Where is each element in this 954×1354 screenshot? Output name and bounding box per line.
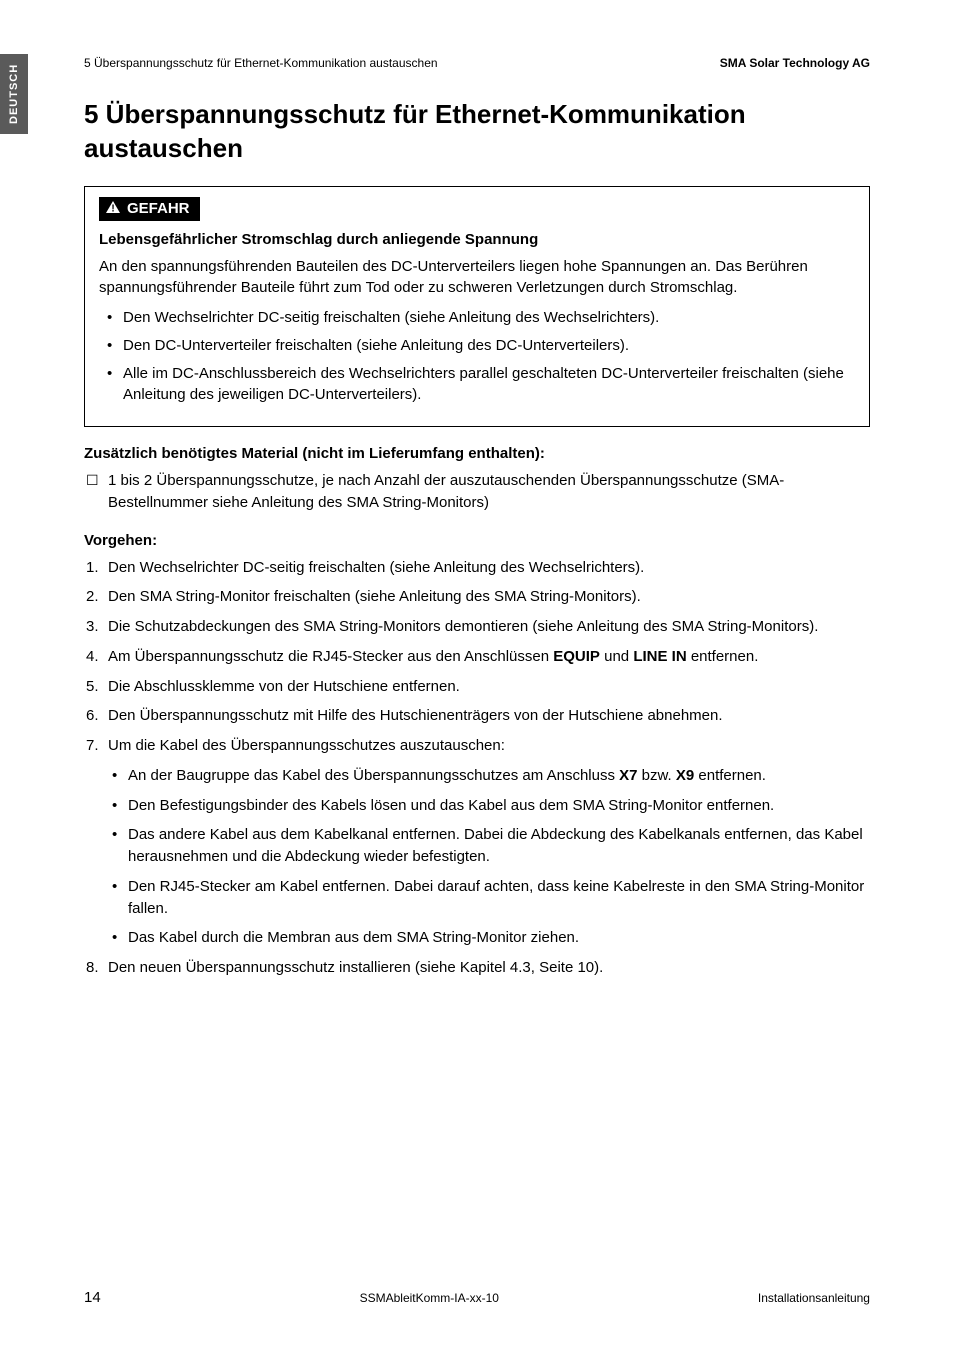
step-text: Die Schutzabdeckungen des SMA String-Mon… xyxy=(108,618,818,635)
step-text: Am Überspannungsschutz die RJ45-Stecker … xyxy=(108,648,758,665)
danger-badge: ! GEFAHR xyxy=(99,197,200,221)
svg-text:!: ! xyxy=(111,203,114,214)
warning-bullet: Den DC-Unterverteiler freischalten (sieh… xyxy=(123,335,855,357)
procedure-step: 8. Den neuen Überspannungsschutz install… xyxy=(108,957,870,979)
step-text: Den Überspannungsschutz mit Hilfe des Hu… xyxy=(108,707,723,724)
header-section-title: 5 Überspannungsschutz für Ethernet-Kommu… xyxy=(84,56,438,70)
procedure-step: 7. Um die Kabel des Überspannungsschutze… xyxy=(108,735,870,949)
page-footer: 14 SSMAbleitKomm-IA-xx-10 Installationsa… xyxy=(84,1289,870,1306)
warning-triangle-icon: ! xyxy=(105,200,121,218)
step-number: 6. xyxy=(86,705,99,727)
procedure-step: 1. Den Wechselrichter DC-seitig freischa… xyxy=(108,557,870,579)
warning-bullet: Den Wechselrichter DC-seitig freischalte… xyxy=(123,307,855,329)
material-list: 1 bis 2 Überspannungsschutze, je nach An… xyxy=(84,470,870,514)
sub-bullet: Den RJ45-Stecker am Kabel entfernen. Dab… xyxy=(128,876,870,920)
footer-doc-type: Installationsanleitung xyxy=(758,1291,870,1305)
sub-bullet: Das Kabel durch die Membran aus dem SMA … xyxy=(128,927,870,949)
procedure-step: 5. Die Abschlussklemme von der Hutschien… xyxy=(108,676,870,698)
procedure-list: 1. Den Wechselrichter DC-seitig freischa… xyxy=(84,557,870,979)
procedure-step: 3. Die Schutzabdeckungen des SMA String-… xyxy=(108,616,870,638)
step-text: Den Wechselrichter DC-seitig freischalte… xyxy=(108,559,644,576)
footer-doc-id: SSMAbleitKomm-IA-xx-10 xyxy=(360,1291,499,1305)
procedure-heading: Vorgehen: xyxy=(84,532,870,549)
procedure-step: 2. Den SMA String-Monitor freischalten (… xyxy=(108,586,870,608)
step-number: 8. xyxy=(86,957,99,979)
header-company: SMA Solar Technology AG xyxy=(720,56,870,70)
sub-bullet: Den Befestigungsbinder des Kabels lösen … xyxy=(128,795,870,817)
danger-warning-box: ! GEFAHR Lebensgefährlicher Stromschlag … xyxy=(84,186,870,428)
warning-bullet-list: Den Wechselrichter DC-seitig freischalte… xyxy=(99,307,855,406)
page-content: 5 Überspannungsschutz für Ethernet-Kommu… xyxy=(0,0,954,1027)
footer-page-number: 14 xyxy=(84,1289,101,1306)
step-number: 2. xyxy=(86,586,99,608)
material-heading: Zusätzlich benötigtes Material (nicht im… xyxy=(84,445,870,462)
warning-bullet: Alle im DC-Anschlussbereich des Wechselr… xyxy=(123,363,855,407)
step-number: 4. xyxy=(86,646,99,668)
page-header: 5 Überspannungsschutz für Ethernet-Kommu… xyxy=(84,56,870,70)
step-text: Die Abschlussklemme von der Hutschiene e… xyxy=(108,678,460,695)
main-title: 5 Überspannungsschutz für Ethernet-Kommu… xyxy=(84,98,870,166)
step-number: 3. xyxy=(86,616,99,638)
step-text: Den neuen Überspannungsschutz installier… xyxy=(108,959,603,976)
warning-text: An den spannungsführenden Bauteilen des … xyxy=(99,256,855,300)
step-number: 7. xyxy=(86,735,99,757)
material-item: 1 bis 2 Überspannungsschutze, je nach An… xyxy=(108,470,870,514)
language-tab: DEUTSCH xyxy=(0,54,28,134)
step-number: 5. xyxy=(86,676,99,698)
procedure-step: 4. Am Überspannungsschutz die RJ45-Steck… xyxy=(108,646,870,668)
step-text: Um die Kabel des Überspannungsschutzes a… xyxy=(108,737,505,754)
step-number: 1. xyxy=(86,557,99,579)
warning-subtitle: Lebensgefährlicher Stromschlag durch anl… xyxy=(99,231,855,248)
sub-bullet: An der Baugruppe das Kabel des Überspann… xyxy=(128,765,870,787)
sub-bullet-list: An der Baugruppe das Kabel des Überspann… xyxy=(108,765,870,949)
procedure-step: 6. Den Überspannungsschutz mit Hilfe des… xyxy=(108,705,870,727)
sub-bullet: Das andere Kabel aus dem Kabelkanal entf… xyxy=(128,824,870,868)
danger-badge-label: GEFAHR xyxy=(127,200,190,217)
step-text: Den SMA String-Monitor freischalten (sie… xyxy=(108,588,641,605)
